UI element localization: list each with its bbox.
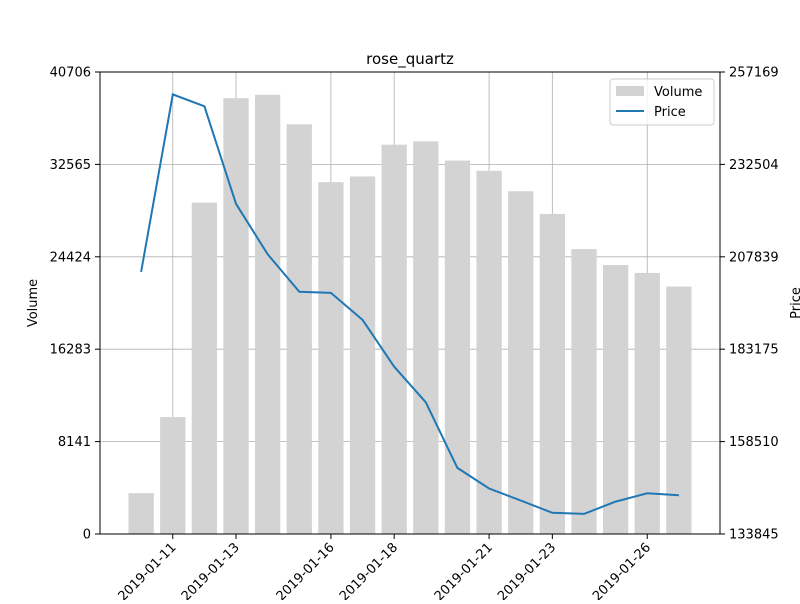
left-y-tick-label: 40706 — [50, 66, 91, 81]
x-tick-label: 2019-01-21 — [432, 540, 496, 600]
x-tick-label: 2019-01-18 — [337, 540, 401, 600]
volume-bar — [666, 287, 691, 534]
volume-bar — [382, 145, 407, 534]
left-y-tick-label: 24424 — [50, 250, 91, 265]
right-y-tick-label: 133845 — [729, 528, 779, 543]
legend: Volume Price — [610, 79, 714, 125]
right-y-axis-label: Price — [789, 287, 800, 319]
volume-bar — [223, 98, 248, 534]
right-y-tick-label: 207839 — [729, 250, 779, 265]
right-y-tick-label: 257169 — [729, 66, 779, 81]
left-y-tick-label: 16283 — [50, 343, 91, 358]
left-y-tick-label: 0 — [83, 528, 91, 543]
volume-bar — [255, 95, 280, 534]
volume-bar — [445, 161, 470, 534]
volume-bar — [350, 176, 375, 534]
volume-bar — [413, 141, 438, 534]
right-y-tick-label: 183175 — [729, 343, 779, 358]
volume-bar — [603, 265, 628, 534]
volume-bar — [318, 182, 343, 534]
right-y-tick-label: 158510 — [729, 435, 779, 450]
volume-bar — [571, 249, 596, 534]
x-tick-label: 2019-01-16 — [274, 540, 338, 600]
left-y-axis-label: Volume — [26, 279, 41, 327]
left-y-tick-label: 8141 — [58, 435, 91, 450]
right-y-axis-ticks: 133845 158510 183175 207839 232504 257169 — [720, 66, 779, 543]
volume-bars — [128, 95, 691, 534]
volume-bar — [476, 171, 501, 534]
price-line-layer — [141, 94, 679, 514]
legend-price-label: Price — [654, 105, 686, 120]
volume-bar — [128, 493, 153, 534]
legend-volume-swatch — [616, 86, 644, 96]
left-y-tick-label: 32565 — [50, 158, 91, 173]
chart-title: rose_quartz — [366, 50, 454, 69]
volume-bar — [287, 124, 312, 534]
price-line — [141, 94, 679, 514]
x-tick-label: 2019-01-23 — [495, 540, 559, 600]
volume-bar — [192, 203, 217, 534]
right-y-tick-label: 232504 — [729, 158, 779, 173]
volume-bar — [508, 191, 533, 534]
x-tick-label: 2019-01-13 — [179, 540, 243, 600]
left-y-axis-ticks: 0 8141 16283 24424 32565 40706 — [50, 66, 100, 543]
volume-bar — [160, 417, 185, 534]
x-tick-label: 2019-01-11 — [116, 540, 180, 600]
volume-bar — [540, 214, 565, 534]
x-tick-label: 2019-01-26 — [590, 540, 654, 600]
legend-volume-label: Volume — [654, 85, 702, 100]
